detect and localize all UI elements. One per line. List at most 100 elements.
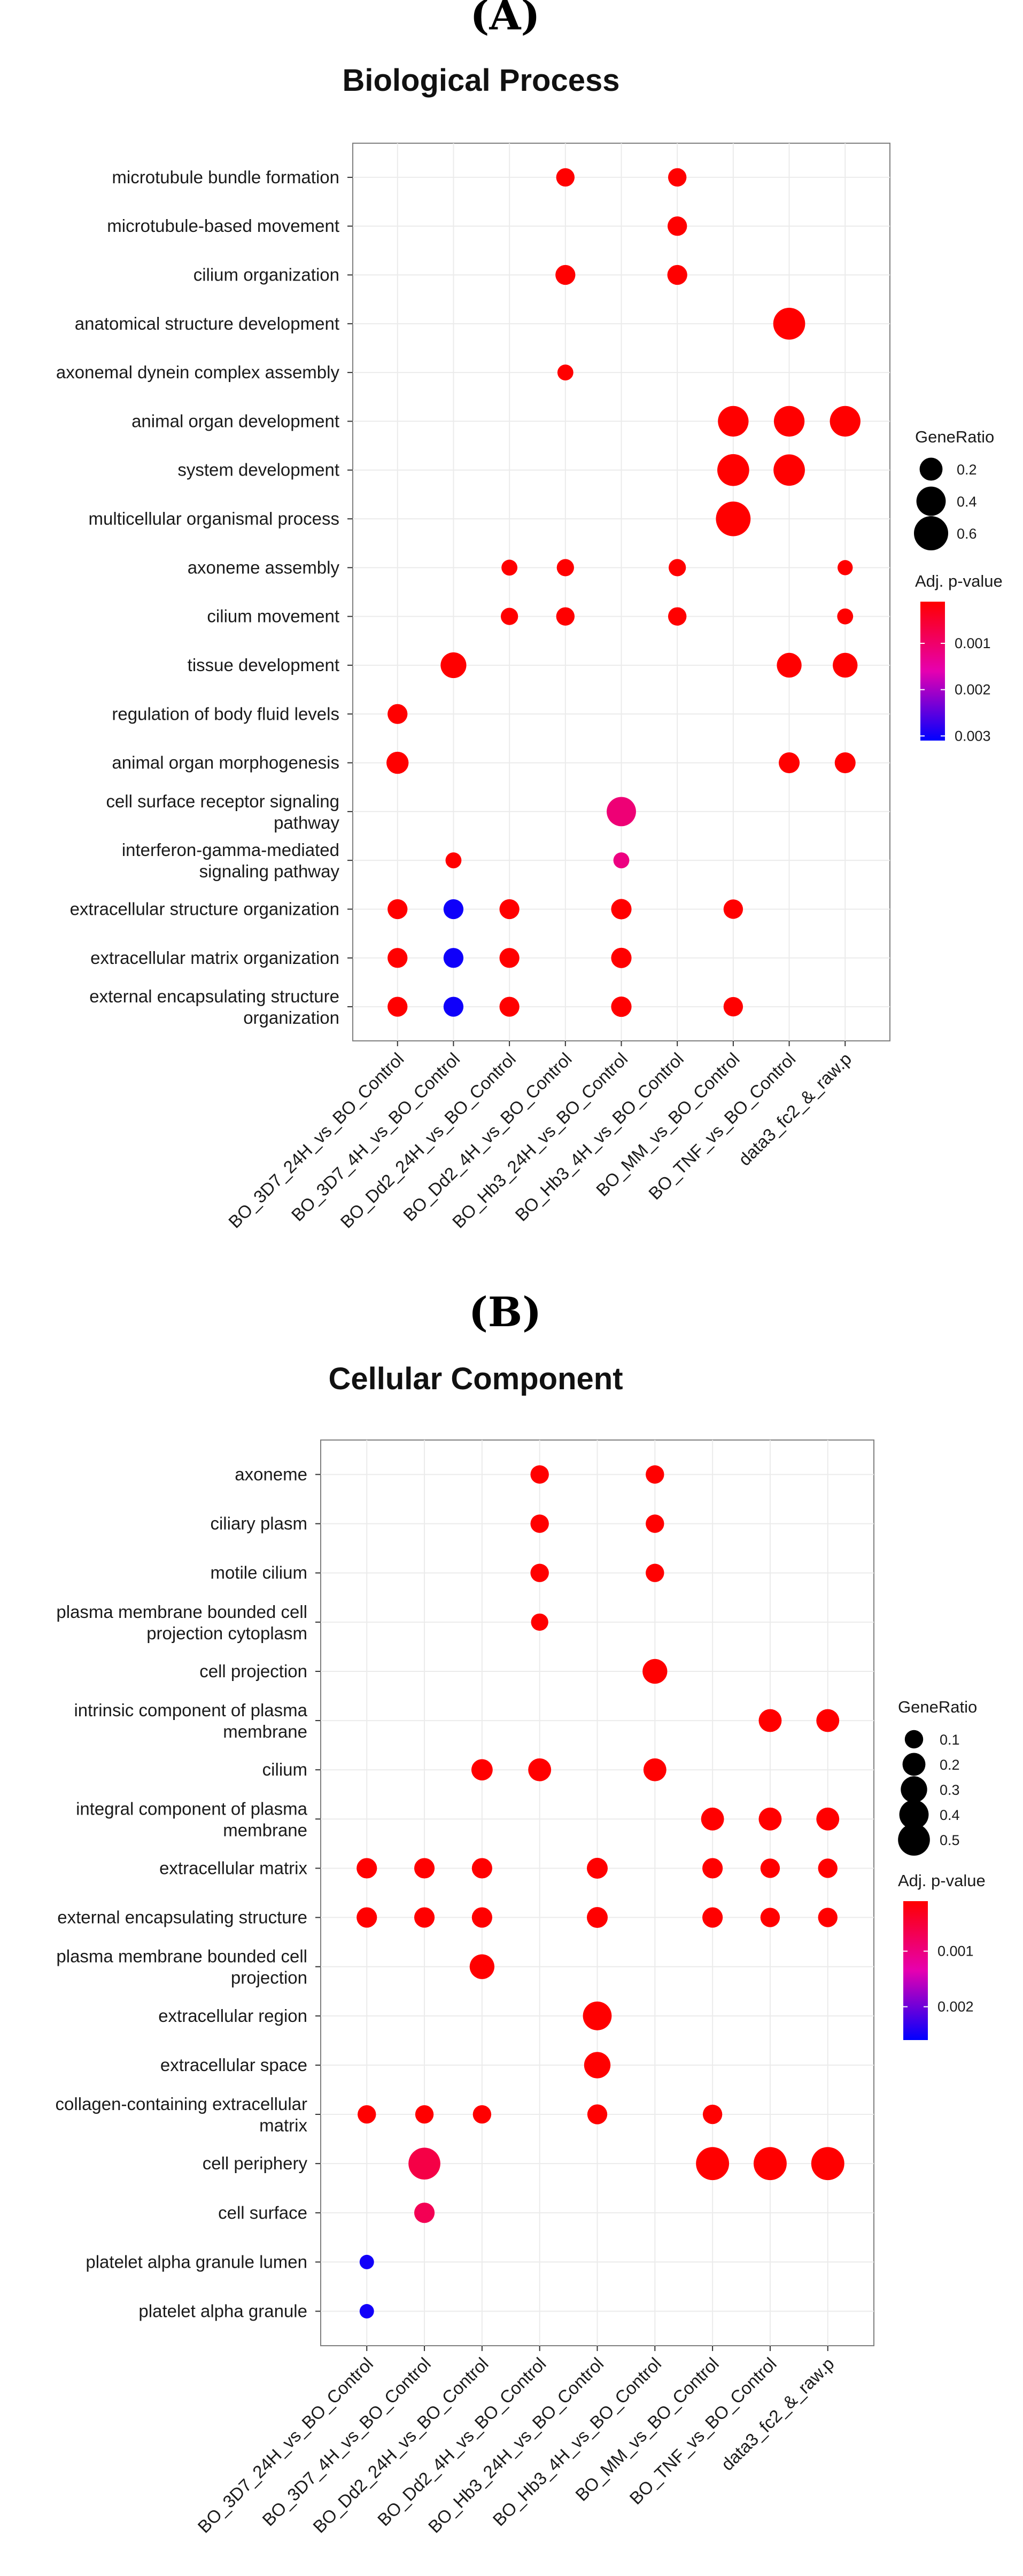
data-point (830, 406, 861, 437)
data-point (773, 454, 805, 486)
data-point (587, 2104, 608, 2124)
data-point (642, 1659, 668, 1684)
data-point (443, 948, 464, 968)
legend-size-label: 0.4 (940, 1807, 960, 1823)
data-point (834, 752, 856, 774)
data-point (471, 1759, 493, 1781)
legend-size-label: 0.2 (957, 462, 977, 478)
panel-label: (B) (469, 1288, 541, 1336)
data-point (443, 997, 464, 1017)
y-tick-label: multicellular organismal process (88, 509, 339, 528)
y-tick-label: cilium movement (207, 606, 339, 626)
legend-size-key (916, 486, 946, 516)
data-point (816, 1807, 840, 1831)
chart-title: Biological Process (343, 63, 620, 98)
data-point (613, 852, 630, 869)
data-point (758, 1807, 782, 1831)
legend-size-key (901, 1776, 927, 1803)
data-point (668, 168, 687, 187)
legend-color-title: Adj. p-value (898, 1871, 986, 1890)
legend-colorbar-label: 0.002 (937, 1999, 974, 2015)
data-point (696, 2147, 730, 2181)
legend-size-key (898, 1824, 930, 1856)
data-point (358, 2105, 376, 2124)
y-tick-label: animal organ morphogenesis (112, 753, 339, 773)
y-tick-label: integral component of plasma membrane (76, 1799, 308, 1840)
legend-size-key (902, 1753, 926, 1776)
legend-colorbar (920, 602, 945, 741)
data-point (837, 608, 854, 625)
data-point (717, 454, 749, 486)
data-point (758, 1709, 782, 1732)
data-point (443, 899, 464, 920)
data-point (445, 852, 462, 869)
data-point (528, 1758, 552, 1781)
data-point (499, 948, 520, 968)
data-point (499, 997, 520, 1017)
legend-size-title: GeneRatio (915, 427, 994, 446)
data-point (723, 899, 743, 919)
data-point (646, 1514, 664, 1533)
data-point (818, 1908, 838, 1927)
legend-size-key (904, 1730, 924, 1749)
legend-colorbar-label: 0.002 (955, 682, 991, 698)
data-point (556, 607, 575, 626)
data-point (586, 1857, 608, 1879)
panel-label: (A) (470, 0, 540, 39)
y-tick-label: intrinsic component of plasma membrane (74, 1700, 307, 1741)
data-point (753, 2147, 787, 2181)
legend-colorbar-label: 0.001 (937, 1943, 974, 1959)
y-tick-label: axoneme assembly (188, 557, 340, 577)
chart-title: Cellular Component (328, 1361, 623, 1396)
data-point (773, 307, 805, 340)
data-point (760, 1908, 780, 1927)
data-point (531, 1613, 548, 1631)
legend-size-label: 0.5 (940, 1832, 960, 1848)
data-point (779, 752, 800, 774)
data-point (583, 2001, 612, 2030)
data-point (359, 2254, 374, 2269)
data-point (414, 2203, 435, 2223)
data-point (833, 652, 858, 678)
data-point (557, 364, 574, 381)
data-point (556, 168, 575, 187)
data-point (415, 2105, 434, 2124)
data-point (471, 1858, 492, 1879)
data-point (611, 899, 632, 920)
y-tick-label: axonemal dynein complex assembly (56, 362, 340, 382)
data-point (669, 559, 686, 577)
data-point (387, 948, 408, 968)
data-point (387, 704, 408, 724)
y-tick-label: cell surface receptor signaling pathway (106, 791, 339, 832)
y-tick-label: microtubule bundle formation (112, 167, 339, 187)
y-tick-label: external encapsulating structure (57, 1908, 307, 1927)
data-point (359, 2304, 374, 2318)
chart-biological-process: (A) Biological Process microtubule bundle … (56, 0, 1003, 1232)
data-point (414, 1858, 435, 1879)
data-point (611, 997, 632, 1017)
data-point (440, 652, 467, 679)
data-point (760, 1858, 780, 1878)
data-point (472, 2105, 492, 2124)
y-tick-label: cilium organization (193, 265, 339, 285)
data-point (838, 560, 853, 575)
data-point (499, 899, 520, 920)
y-tick-label: external encapsulating structure organiza… (89, 986, 339, 1028)
y-tick-label: platelet alpha granule (138, 2301, 307, 2321)
data-point (702, 2104, 723, 2124)
data-point (777, 652, 802, 678)
legend: GeneRatio 0.1 0.2 0.3 0.4 0.5 Adj. p-value 0.00… (898, 1698, 986, 2040)
data-point (386, 751, 409, 774)
data-point (818, 1858, 838, 1878)
data-point (556, 559, 574, 577)
y-tick-label: animal organ development (131, 411, 339, 431)
data-point (408, 2147, 440, 2180)
legend-size-key (899, 1800, 929, 1830)
data-point (643, 1758, 666, 1781)
data-point (530, 1563, 549, 1582)
legend-size-label: 0.3 (940, 1782, 960, 1798)
data-point (471, 1907, 492, 1928)
data-point (414, 1907, 435, 1928)
y-tick-label: axoneme (235, 1464, 307, 1484)
